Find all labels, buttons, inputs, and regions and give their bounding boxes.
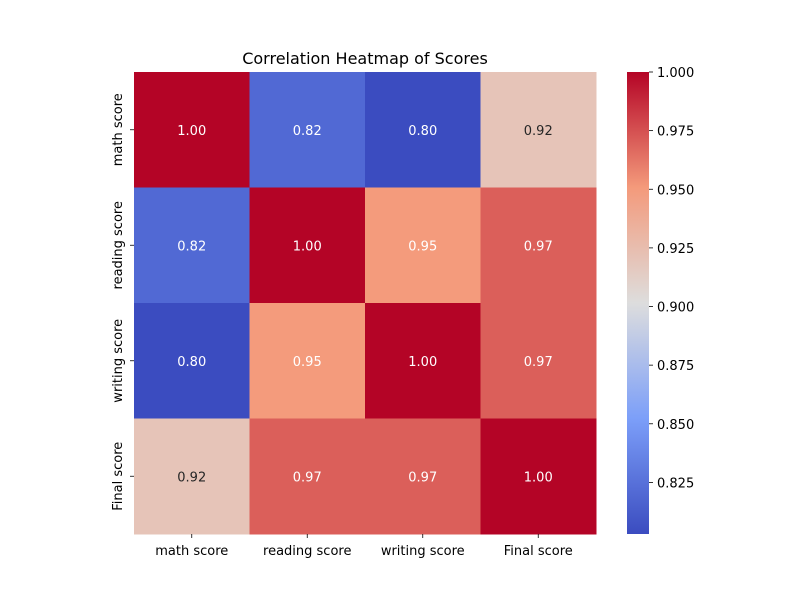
- heatmap-cell-value: 0.82: [293, 124, 322, 139]
- heatmap-cell: [249, 418, 366, 535]
- heatmap-cell: [134, 418, 250, 535]
- colorbar-tick-label: 0.925: [657, 242, 694, 257]
- heatmap-cell-labels: 1.00 0.82 0.80 0.92 0.82 1.00 0.95 0.97 0.80 0.95…: [177, 124, 552, 486]
- x-tick-label: writing score: [381, 544, 465, 559]
- colorbar-tick-label: 0.850: [657, 418, 694, 433]
- heatmap-cell-value: 1.00: [408, 355, 437, 370]
- heatmap-cells: [134, 72, 597, 535]
- y-tick-label: writing score: [111, 319, 126, 403]
- colorbar-tick-label: 1.000: [657, 66, 694, 81]
- heatmap-cell-value: 0.95: [293, 355, 322, 370]
- colorbar-tick-label: 0.825: [657, 476, 694, 491]
- heatmap-cell-value: 0.80: [408, 124, 437, 139]
- heatmap-cell: [134, 72, 250, 188]
- colorbar-gradient: [627, 72, 649, 534]
- heatmap-cell-value: 0.97: [524, 355, 553, 370]
- y-tick-label: math score: [111, 93, 126, 166]
- heatmap-cell: [480, 303, 597, 419]
- heatmap-cell-value: 0.92: [177, 470, 206, 485]
- heatmap-cell-value: 0.97: [524, 239, 553, 254]
- heatmap-cell: [249, 72, 366, 188]
- heatmap-cell: [365, 187, 481, 304]
- heatmap-cell-value: 0.80: [177, 355, 206, 370]
- y-axis: math score reading score writing score Fina…: [111, 93, 134, 511]
- heatmap-cell: [134, 187, 250, 304]
- colorbar-tick-label: 0.900: [657, 301, 694, 316]
- x-tick-label: math score: [155, 544, 228, 559]
- heatmap-cell: [365, 418, 481, 535]
- heatmap-cell: [134, 303, 250, 419]
- y-tick-label: reading score: [111, 201, 126, 289]
- colorbar-tick-label: 0.875: [657, 359, 694, 374]
- heatmap-cell-value: 0.97: [293, 470, 322, 485]
- heatmap-cell: [249, 303, 366, 419]
- colorbar-tick-label: 0.950: [657, 183, 694, 198]
- heatmap-cell: [480, 72, 597, 188]
- heatmap-cell-value: 0.95: [408, 239, 437, 254]
- colorbar: 0.825 0.850 0.875 0.900 0.925 0.950 0.975 1.000: [627, 66, 694, 534]
- heatmap-cell-value: 1.00: [524, 470, 553, 485]
- heatmap-cell-value: 0.92: [524, 124, 553, 139]
- heatmap-cell-value: 0.82: [177, 239, 206, 254]
- x-tick-label: Final score: [504, 544, 573, 559]
- x-axis: math score reading score writing score Fina…: [155, 534, 573, 559]
- heatmap-cell: [480, 418, 597, 535]
- heatmap-cell-value: 0.97: [408, 470, 437, 485]
- heatmap-cell: [365, 72, 481, 188]
- heatmap-cell-value: 1.00: [293, 239, 322, 254]
- heatmap-cell-value: 1.00: [177, 124, 206, 139]
- chart-title: Correlation Heatmap of Scores: [242, 49, 488, 68]
- colorbar-tick-label: 0.975: [657, 125, 694, 140]
- heatmap-cell: [480, 187, 597, 304]
- heatmap-cell: [249, 187, 366, 304]
- y-tick-label: Final score: [111, 442, 126, 511]
- heatmap-cell: [365, 303, 481, 419]
- x-tick-label: reading score: [263, 544, 351, 559]
